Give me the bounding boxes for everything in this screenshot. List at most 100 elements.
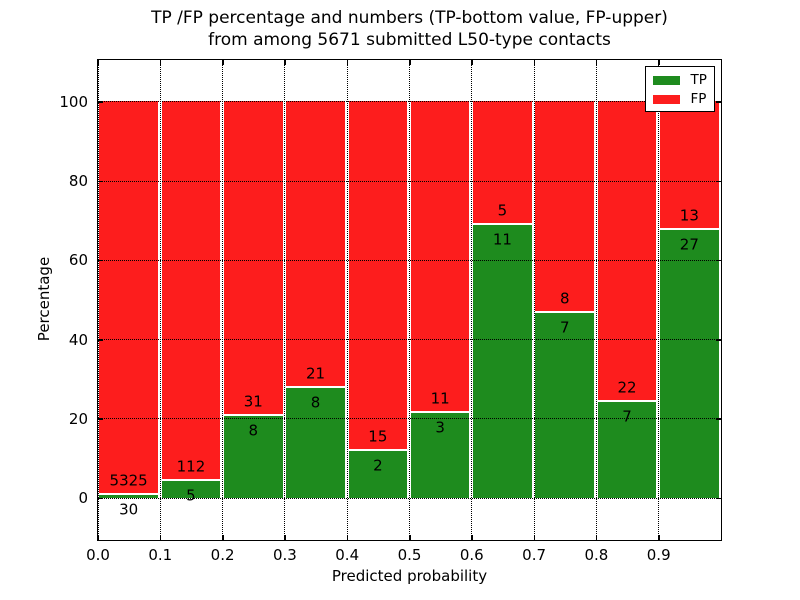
bar-fp-count-label: 22 [617, 378, 637, 397]
y-tick-label: 60 [68, 251, 88, 270]
x-tick-label: 0.4 [335, 546, 360, 564]
bar-tp-count-label: 7 [622, 407, 632, 426]
y-tick-mark [97, 259, 103, 262]
bar-tp-segment [597, 401, 657, 498]
y-tick-label: 40 [68, 330, 88, 349]
bar-fp-count-label: 8 [559, 289, 570, 308]
bar-fp-count-label: 5325 [109, 471, 148, 490]
x-tick-mark [533, 534, 536, 540]
gridline-vertical [595, 59, 597, 540]
x-tick-label: 0.8 [584, 546, 609, 564]
bar-tp-segment [410, 412, 470, 498]
bar-fp-count-label: 15 [368, 427, 388, 446]
plot-area: 5325 30 112 5 31 8 21 8 15 2 11 3 5 11 8 7 22 7 13 27 TP FP [96, 58, 722, 541]
y-tick-mark-right [715, 180, 721, 183]
bar-fp-segment [410, 101, 470, 413]
bar-fp-segment [223, 101, 283, 417]
bar-fp-segment [473, 101, 532, 226]
gridline-vertical [658, 59, 660, 540]
y-tick-label: 20 [68, 409, 88, 428]
legend-label-tp: TP [690, 72, 707, 88]
bar-fp-segment [161, 101, 221, 481]
x-tick-label: 0.6 [459, 546, 484, 564]
bar-tp-count-label: 8 [248, 421, 259, 440]
bar-fp-count-label: 13 [679, 206, 699, 225]
bar-fp-segment [597, 101, 657, 402]
gridline-vertical [159, 59, 161, 540]
bar-tp-count-label: 8 [310, 393, 321, 412]
legend-box: TP FP [644, 65, 715, 112]
gridline-vertical [222, 59, 224, 540]
bar-fp-count-label: 31 [243, 392, 263, 411]
y-tick-mark [97, 418, 103, 420]
y-tick-mark-right [715, 497, 721, 500]
x-tick-mark [159, 534, 162, 540]
y-axis-label: Percentage [35, 256, 53, 342]
bar-fp-segment [660, 101, 719, 231]
chart-title-line1: TP /FP percentage and numbers (TP-bottom… [151, 8, 668, 28]
x-tick-label: 0.0 [86, 546, 110, 564]
bar-tp-segment [348, 450, 408, 498]
bar-fp-segment [535, 101, 595, 313]
y-tick-mark-right [715, 418, 721, 420]
x-tick-mark-top [346, 59, 349, 65]
bar-fp-segment [99, 101, 158, 496]
bar-fp-count-label: 11 [430, 389, 450, 408]
x-tick-label: 0.1 [148, 546, 173, 564]
x-tick-mark [222, 534, 224, 540]
bar-fp-segment [348, 101, 408, 451]
x-tick-mark [658, 534, 660, 540]
y-tick-mark [97, 101, 103, 103]
y-tick-mark [97, 339, 103, 341]
bar-tp-count-label: 30 [119, 500, 139, 519]
x-tick-mark [284, 534, 286, 540]
x-tick-mark-top [595, 59, 598, 65]
bar-tp-count-label: 3 [435, 418, 445, 437]
bar-tp-count-label: 7 [559, 318, 570, 337]
y-tick-mark-right [715, 101, 721, 103]
gridline-vertical [284, 59, 286, 540]
x-tick-label: 0.7 [522, 546, 547, 564]
x-tick-label: 0.5 [397, 546, 422, 564]
legend-label-fp: FP [690, 91, 707, 107]
bar-tp-segment [473, 225, 532, 498]
x-tick-mark-top [222, 59, 224, 65]
x-tick-label: 0.2 [210, 546, 235, 564]
y-tick-mark-right [715, 259, 721, 262]
bar-fp-count-label: 5 [497, 201, 508, 220]
legend-row-tp: TP [652, 72, 707, 90]
gridline-vertical [533, 59, 535, 540]
x-axis-label: Predicted probability [331, 567, 488, 585]
x-tick-label: 0.9 [646, 546, 671, 564]
legend-swatch-fp [652, 95, 680, 104]
y-tick-label: 0 [78, 489, 88, 508]
bar-tp-count-label: 2 [373, 456, 383, 475]
bar-tp-segment [223, 416, 283, 498]
bar-tp-segment [660, 230, 719, 498]
gridline-vertical [471, 59, 473, 540]
gridline-vertical [97, 59, 99, 540]
bar-tp-segment [99, 495, 158, 498]
bar-fp-count-label: 112 [176, 457, 206, 476]
chart-title: TP /FP percentage and numbers (TP-bottom… [98, 8, 721, 51]
x-tick-label: 0.3 [272, 546, 297, 564]
y-tick-mark [97, 180, 103, 183]
bar-tp-segment [535, 312, 595, 498]
x-tick-mark-top [533, 59, 536, 65]
bar-fp-segment [286, 101, 345, 389]
x-tick-mark-top [471, 59, 473, 65]
y-tick-mark-right [715, 339, 721, 341]
bar-tp-count-label: 5 [186, 486, 196, 505]
x-tick-mark-top [284, 59, 286, 65]
x-tick-mark-top [409, 59, 411, 65]
chart-title-line2: from among 5671 submitted L50-type conta… [208, 29, 611, 50]
y-tick-mark [97, 497, 103, 500]
y-tick-label: 100 [59, 92, 88, 111]
bar-tp-count-label: 27 [679, 235, 699, 254]
x-tick-mark [346, 534, 349, 540]
bar-tp-segment [286, 388, 345, 498]
x-tick-mark [595, 534, 598, 540]
gridline-vertical [346, 59, 348, 540]
x-tick-mark [409, 534, 411, 540]
